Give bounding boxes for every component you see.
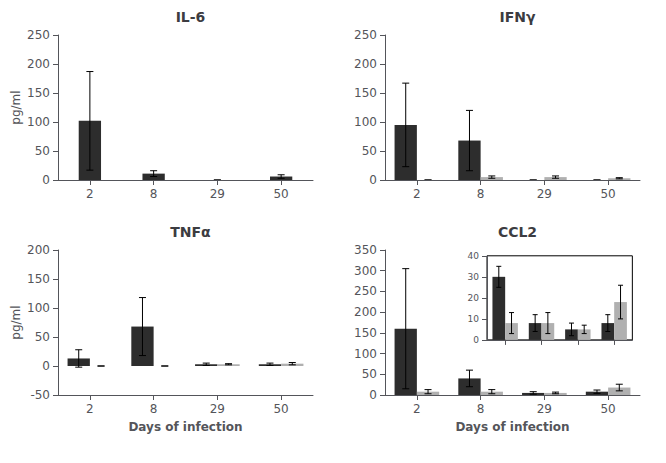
svg-text:0: 0 (369, 388, 377, 402)
svg-text:300: 300 (354, 264, 377, 278)
svg-text:100: 100 (27, 301, 50, 315)
svg-text:8: 8 (477, 402, 485, 416)
svg-text:250: 250 (354, 28, 377, 42)
svg-text:IFNγ: IFNγ (499, 9, 535, 25)
svg-text:8: 8 (150, 187, 158, 201)
svg-text:2: 2 (86, 402, 94, 416)
svg-text:150: 150 (27, 86, 50, 100)
svg-text:150: 150 (27, 272, 50, 286)
svg-text:-50: -50 (30, 388, 50, 402)
svg-text:29: 29 (210, 187, 225, 201)
svg-text:2: 2 (413, 187, 421, 201)
svg-text:29: 29 (210, 402, 225, 416)
svg-text:0: 0 (473, 335, 479, 345)
svg-text:CCL2: CCL2 (498, 224, 537, 240)
svg-text:50: 50 (35, 144, 50, 158)
svg-text:29: 29 (537, 187, 552, 201)
svg-text:200: 200 (27, 243, 50, 257)
svg-text:100: 100 (27, 115, 50, 129)
svg-text:2: 2 (413, 402, 421, 416)
svg-text:2: 2 (86, 187, 94, 201)
svg-text:50: 50 (362, 144, 377, 158)
svg-text:pg/ml: pg/ml (9, 305, 23, 339)
svg-text:350: 350 (354, 243, 377, 257)
svg-text:Days of infection: Days of infection (455, 420, 569, 434)
svg-text:40: 40 (468, 251, 480, 261)
svg-text:Days of infection: Days of infection (128, 420, 242, 434)
svg-text:150: 150 (354, 326, 377, 340)
svg-text:50: 50 (600, 187, 615, 201)
svg-text:50: 50 (273, 187, 288, 201)
svg-text:100: 100 (354, 347, 377, 361)
svg-text:IL-6: IL-6 (176, 9, 206, 25)
svg-text:200: 200 (354, 57, 377, 71)
svg-text:10: 10 (468, 314, 480, 324)
svg-text:100: 100 (354, 115, 377, 129)
svg-text:50: 50 (273, 402, 288, 416)
svg-text:150: 150 (354, 86, 377, 100)
svg-text:250: 250 (354, 284, 377, 298)
svg-text:200: 200 (354, 305, 377, 319)
svg-text:50: 50 (35, 330, 50, 344)
svg-text:50: 50 (600, 402, 615, 416)
svg-text:pg/ml: pg/ml (9, 90, 23, 124)
svg-text:29: 29 (537, 402, 552, 416)
svg-text:250: 250 (27, 28, 50, 42)
svg-text:8: 8 (150, 402, 158, 416)
svg-text:0: 0 (42, 173, 50, 187)
svg-text:8: 8 (477, 187, 485, 201)
svg-text:0: 0 (42, 359, 50, 373)
svg-text:200: 200 (27, 57, 50, 71)
svg-text:30: 30 (468, 272, 480, 282)
svg-text:0: 0 (369, 173, 377, 187)
svg-text:TNFα: TNFα (170, 224, 211, 240)
svg-text:50: 50 (362, 367, 377, 381)
svg-text:20: 20 (468, 293, 480, 303)
